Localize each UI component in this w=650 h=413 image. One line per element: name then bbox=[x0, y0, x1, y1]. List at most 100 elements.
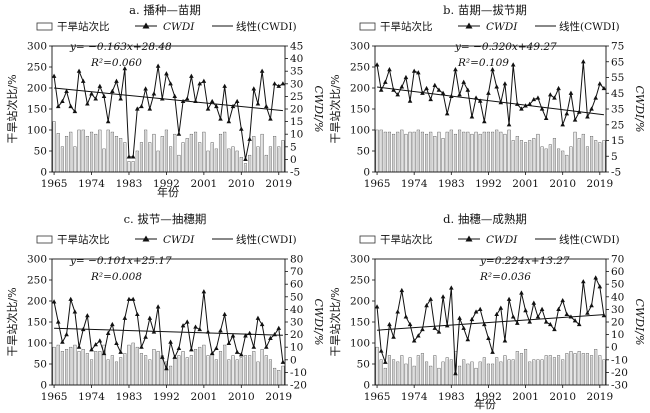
cwdi-point bbox=[477, 306, 483, 311]
cwdi-point bbox=[259, 321, 265, 327]
cwdi-point bbox=[251, 86, 257, 91]
cwdi-point bbox=[461, 79, 466, 84]
cwdi-point bbox=[143, 86, 148, 91]
cwdi-point bbox=[552, 95, 557, 100]
right-tick-label: 5 bbox=[611, 151, 618, 163]
x-tick-label: 1974 bbox=[401, 391, 428, 403]
cwdi-point bbox=[80, 326, 86, 332]
r-squared: R²=0.036 bbox=[479, 271, 531, 283]
cwdi-point bbox=[259, 68, 265, 73]
cwdi-markers bbox=[374, 275, 607, 376]
right-axis-label: CWDI/% bbox=[312, 298, 325, 345]
cwdi-point bbox=[272, 332, 277, 337]
bar-series bbox=[52, 121, 285, 173]
x-tick-label: 1965 bbox=[41, 178, 68, 190]
cwdi-point bbox=[572, 318, 578, 323]
right-tick-label: 20 bbox=[611, 317, 624, 329]
cwdi-point bbox=[465, 337, 471, 342]
right-tick-label: 45 bbox=[611, 88, 624, 100]
cwdi-point bbox=[60, 98, 65, 104]
cwdi-point bbox=[403, 74, 409, 80]
cwdi-point bbox=[444, 323, 450, 328]
left-axis-ticks: 0 50 100 150 200 250 300 bbox=[27, 254, 52, 392]
x-tick-label: 2019 bbox=[586, 391, 613, 403]
right-tick-label: 10 bbox=[290, 342, 303, 354]
cwdi-point bbox=[510, 314, 516, 319]
cwdi-point bbox=[510, 62, 516, 67]
cwdi-point bbox=[263, 103, 269, 109]
cwdi-point bbox=[560, 297, 565, 303]
legend-label-ratio: 干旱站次比 bbox=[57, 20, 110, 33]
legend-bar-swatch bbox=[359, 22, 376, 31]
cwdi-point bbox=[486, 335, 491, 340]
cwdi-point bbox=[523, 103, 528, 108]
cwdi-point bbox=[280, 359, 286, 364]
x-tick-label: 1992 bbox=[153, 391, 180, 403]
cwdi-point bbox=[255, 315, 261, 320]
cwdi-point bbox=[159, 354, 165, 359]
cwdi-point bbox=[118, 96, 123, 101]
cwdi-point bbox=[276, 83, 282, 88]
right-tick-label: 70 bbox=[611, 254, 624, 266]
cwdi-point bbox=[457, 92, 462, 97]
right-axis-label: CWDI/% bbox=[633, 85, 646, 132]
cwdi-point bbox=[176, 345, 182, 351]
cwdi-point bbox=[193, 98, 198, 104]
right-tick-label: -20 bbox=[611, 367, 628, 379]
legend: 干旱站次比 CWDI 线性(CWDI) bbox=[36, 20, 297, 33]
cwdi-point bbox=[440, 90, 446, 95]
cwdi-point bbox=[76, 68, 82, 73]
cwdi-point bbox=[247, 330, 252, 335]
cwdi-point bbox=[383, 359, 388, 364]
x-tick-label: 1965 bbox=[364, 391, 391, 403]
panel-title: d. 抽穗—成熟期 bbox=[443, 212, 527, 226]
legend-label-ratio: 干旱站次比 bbox=[380, 20, 433, 33]
cwdi-point bbox=[126, 296, 132, 301]
right-tick-label: 35 bbox=[611, 104, 624, 116]
cwdi-point bbox=[387, 321, 392, 327]
left-tick-label: 50 bbox=[34, 359, 47, 371]
left-tick-label: 0 bbox=[40, 167, 47, 179]
right-tick-label: 40 bbox=[611, 291, 624, 303]
right-tick-label: 65 bbox=[611, 56, 624, 68]
cwdi-point bbox=[139, 103, 144, 109]
left-tick-label: 200 bbox=[350, 83, 370, 95]
cwdi-markers bbox=[51, 63, 286, 161]
cwdi-point bbox=[85, 313, 90, 318]
x-tick-label: 1983 bbox=[438, 391, 465, 403]
left-tick-label: 100 bbox=[27, 125, 47, 137]
cwdi-point bbox=[506, 296, 512, 301]
legend-label-cwdi: CWDI bbox=[486, 21, 518, 33]
cwdi-point bbox=[589, 303, 594, 308]
cwdi-point bbox=[151, 91, 157, 96]
cwdi-point bbox=[189, 73, 194, 78]
left-tick-label: 250 bbox=[27, 62, 47, 74]
cwdi-point bbox=[539, 106, 545, 111]
legend-bar-swatch bbox=[359, 235, 376, 244]
cwdi-point bbox=[147, 106, 153, 111]
right-tick-label: 60 bbox=[290, 279, 303, 291]
cwdi-point bbox=[469, 114, 475, 119]
left-axis-ticks: 0 50 100 150 200 250 300 bbox=[350, 254, 375, 392]
right-tick-label: -10 bbox=[611, 354, 628, 366]
left-axis-ticks: 0 50 100 150 200 250 300 bbox=[27, 41, 52, 179]
cwdi-point bbox=[535, 314, 541, 319]
cwdi-point bbox=[168, 339, 173, 344]
left-tick-label: 300 bbox=[27, 41, 47, 53]
cwdi-point bbox=[55, 319, 61, 324]
right-tick-label: 5 bbox=[290, 141, 297, 153]
right-tick-label: -30 bbox=[611, 380, 628, 392]
cwdi-point bbox=[243, 156, 248, 161]
cwdi-point bbox=[234, 98, 240, 104]
cwdi-point bbox=[432, 82, 438, 87]
cwdi-point bbox=[589, 106, 594, 111]
right-tick-label: -5 bbox=[290, 167, 300, 179]
cwdi-point bbox=[263, 344, 269, 349]
cwdi-point bbox=[239, 126, 244, 131]
cwdi-point bbox=[85, 101, 90, 106]
right-tick-label: 20 bbox=[290, 329, 303, 341]
